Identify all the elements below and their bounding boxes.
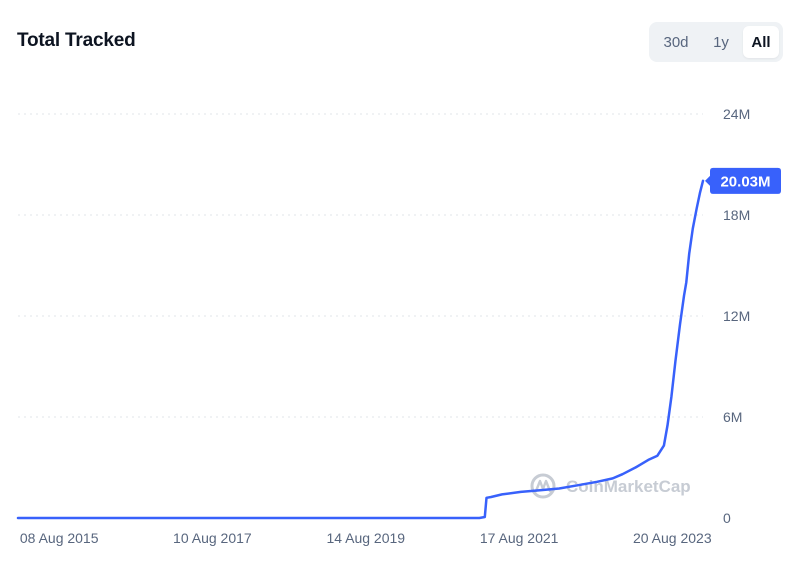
y-tick-label: 6M — [723, 409, 742, 425]
last-value-label: 20.03M — [720, 173, 770, 190]
x-tick-label: 08 Aug 2015 — [20, 530, 99, 546]
series-line — [16, 179, 705, 520]
range-toggle: 30d 1y All — [649, 22, 783, 62]
y-axis-ticks: 0 6M 12M 18M 24M — [723, 106, 750, 526]
coinmarketcap-logo-icon — [530, 473, 556, 499]
watermark-text: CoinMarketCap — [566, 477, 691, 496]
y-tick-label: 18M — [723, 207, 750, 223]
last-value-badge: 20.03M — [705, 167, 781, 194]
chart-title: Total Tracked — [17, 30, 136, 51]
series-layer — [16, 179, 705, 520]
x-tick-label: 20 Aug 2023 — [633, 530, 712, 546]
range-1y-button[interactable]: 1y — [713, 33, 729, 51]
y-tick-label: 0 — [723, 510, 731, 526]
y-tick-label: 12M — [723, 308, 750, 324]
x-tick-label: 10 Aug 2017 — [173, 530, 252, 546]
range-all-button[interactable]: All — [743, 26, 779, 58]
grid-lines — [18, 113, 703, 418]
range-30d-button[interactable]: 30d — [663, 33, 689, 51]
y-tick-label: 24M — [723, 106, 750, 122]
x-tick-label: 14 Aug 2019 — [326, 530, 405, 546]
x-tick-label: 17 Aug 2021 — [480, 530, 559, 546]
x-axis-ticks: 08 Aug 2015 10 Aug 2017 14 Aug 2019 17 Aug … — [20, 530, 712, 546]
last-value-badge-bg — [705, 167, 781, 194]
